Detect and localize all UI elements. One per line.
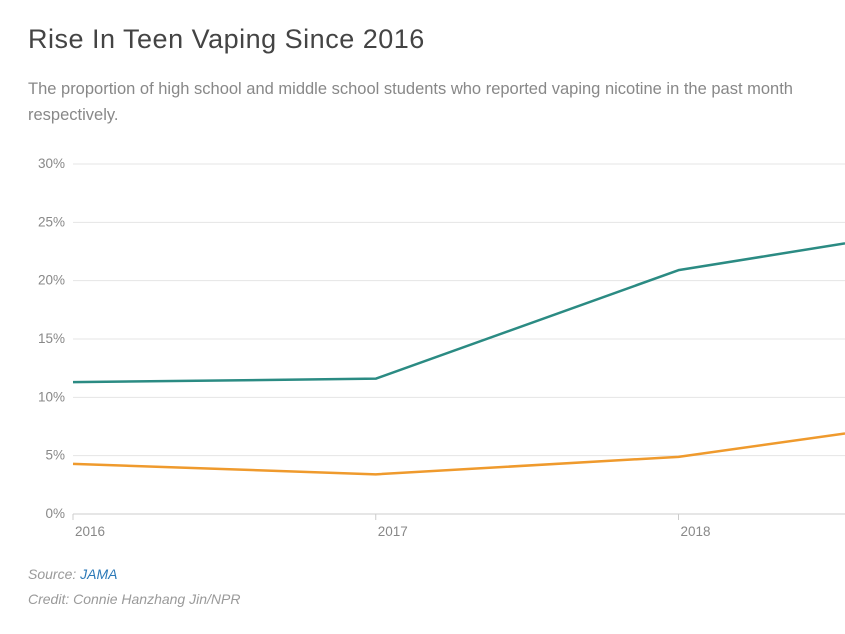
x-tick-label: 2017 [378,524,408,539]
y-tick-label: 20% [38,273,65,288]
line-chart: 0% 5% 10% 15% 20% 25% 30% 2016 2017 2018 [28,154,845,549]
series-high-school [73,243,845,382]
chart-footer: Source: JAMA Credit: Connie Hanzhang Jin… [28,563,845,610]
chart-subtitle: The proportion of high school and middle… [28,77,845,128]
y-tick-label: 25% [38,214,65,229]
series-middle-school [73,434,845,475]
y-tick-label: 5% [45,448,65,463]
y-tick-label: 15% [38,331,65,346]
y-tick-label: 10% [38,389,65,404]
credit-text: Connie Hanzhang Jin/NPR [73,591,240,607]
x-tick-label: 2018 [680,524,710,539]
chart-svg: 0% 5% 10% 15% 20% 25% 30% 2016 2017 2018 [28,154,845,549]
source-label: Source: [28,566,80,582]
credit-label: Credit: [28,591,73,607]
y-tick-label: 0% [45,506,65,521]
y-tick-label: 30% [38,156,65,171]
chart-title: Rise In Teen Vaping Since 2016 [28,24,845,55]
source-link[interactable]: JAMA [80,566,117,582]
x-tick-label: 2016 [75,524,105,539]
